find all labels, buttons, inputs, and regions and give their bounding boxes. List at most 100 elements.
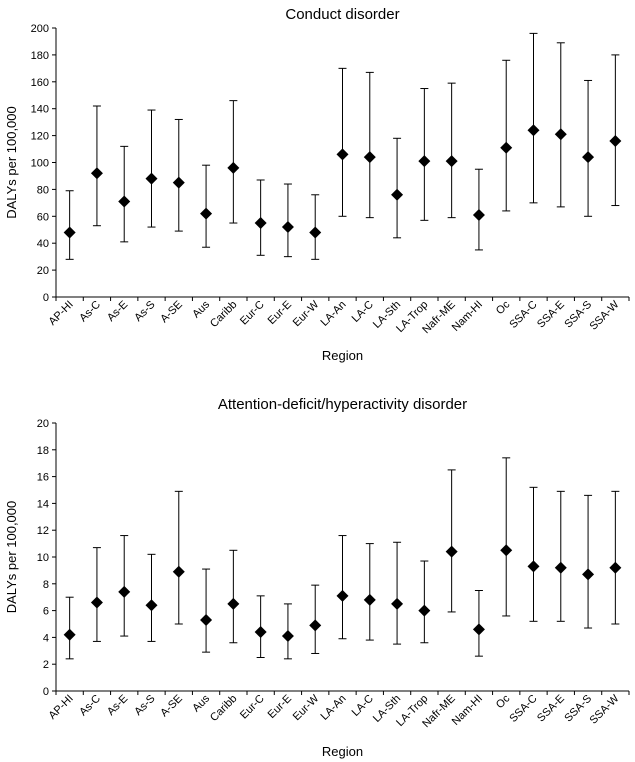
x-tick-label: Oc	[494, 298, 513, 317]
data-point	[472, 623, 485, 636]
chart-title: Attention-deficit/hyperactivity disorder	[218, 396, 467, 413]
x-tick-label: SSA-C	[507, 693, 539, 725]
data-point	[63, 628, 76, 641]
y-tick-label: 6	[43, 606, 49, 618]
data-point	[445, 545, 458, 558]
x-tick-label: As-S	[132, 299, 157, 324]
y-tick-label: 200	[31, 23, 49, 35]
x-tick-label: LA-An	[319, 693, 349, 723]
data-point	[418, 604, 431, 617]
data-point	[309, 619, 322, 632]
x-tick-label: Oc	[494, 692, 513, 711]
x-tick-label: As-C	[77, 693, 103, 719]
y-tick-label: 12	[37, 525, 49, 537]
data-point	[336, 589, 349, 602]
data-point	[200, 613, 213, 626]
data-point	[90, 596, 103, 609]
x-tick-label: As-S	[132, 693, 157, 718]
y-tick-label: 2	[43, 659, 49, 671]
data-point	[391, 188, 404, 201]
x-tick-label: SSA-W	[587, 692, 621, 726]
y-tick-label: 0	[43, 686, 49, 698]
y-tick-label: 4	[43, 632, 49, 644]
x-tick-label: As-E	[105, 299, 130, 324]
data-point	[609, 134, 622, 147]
y-tick-label: 100	[31, 158, 49, 170]
x-tick-label: LA-An	[319, 299, 349, 329]
x-axis-label: Region	[322, 744, 363, 759]
data-point	[527, 124, 540, 137]
x-tick-label: SSA-C	[507, 299, 539, 331]
y-tick-label: 16	[37, 472, 49, 484]
data-point	[609, 561, 622, 574]
data-point	[145, 599, 158, 612]
y-tick-label: 0	[43, 292, 49, 304]
x-tick-label: As-E	[105, 693, 130, 718]
chart-title: Conduct disorder	[285, 6, 399, 23]
data-point	[90, 167, 103, 180]
x-tick-label: Eur-E	[266, 693, 294, 721]
data-point	[582, 151, 595, 164]
data-point	[500, 544, 513, 557]
y-tick-label: 14	[37, 498, 49, 510]
y-tick-label: 20	[37, 265, 49, 277]
data-point	[172, 565, 185, 578]
data-point	[145, 172, 158, 185]
data-point	[281, 221, 294, 234]
data-point	[418, 155, 431, 168]
x-tick-label: Caribb	[208, 299, 239, 330]
x-tick-label: Eur-W	[291, 692, 322, 723]
y-tick-label: 20	[37, 418, 49, 430]
data-point	[391, 597, 404, 610]
data-point	[200, 207, 213, 220]
y-tick-label: 180	[31, 50, 49, 62]
chart-1: Conduct disorder 0 20 40 60 80 100 120 140 160 180…	[4, 6, 630, 363]
x-tick-label: Nam-HI	[450, 693, 485, 728]
x-tick-label: SSA-W	[587, 298, 621, 332]
x-axis-label: Region	[322, 348, 363, 363]
y-tick-label: 18	[37, 445, 49, 457]
data-point	[227, 597, 240, 610]
data-point	[118, 195, 131, 208]
data-point	[118, 585, 131, 598]
y-tick-label: 80	[37, 184, 49, 196]
x-tick-label: Eur-C	[238, 299, 267, 328]
data-point	[554, 561, 567, 574]
y-tick-label: 40	[37, 238, 49, 250]
y-tick-label: 60	[37, 211, 49, 223]
x-tick-label: Nam-HI	[450, 299, 485, 334]
data-point	[445, 155, 458, 168]
x-tick-label: Caribb	[208, 693, 239, 724]
x-tick-label: SSA-E	[535, 299, 567, 331]
x-tick-label: As-C	[77, 299, 103, 325]
data-point	[500, 141, 513, 154]
x-tick-label: Aus	[190, 692, 212, 714]
data-point	[527, 560, 540, 573]
y-tick-label: 160	[31, 77, 49, 89]
x-tick-label: Aus	[190, 298, 212, 320]
x-tick-label: Eur-W	[291, 298, 322, 329]
data-point	[309, 226, 322, 239]
x-tick-label: SSA-E	[535, 693, 567, 725]
x-tick-label: AP-HI	[47, 693, 76, 722]
y-tick-label: 8	[43, 579, 49, 591]
y-axis-label: DALYs per 100,000	[4, 501, 19, 614]
data-point	[554, 128, 567, 141]
data-point	[363, 593, 376, 606]
x-tick-label: Eur-C	[238, 693, 267, 722]
y-tick-label: 10	[37, 552, 49, 564]
data-point	[254, 626, 267, 639]
data-point	[472, 208, 485, 221]
x-tick-label: A-SE	[158, 299, 185, 326]
y-tick-label: 120	[31, 131, 49, 143]
data-point	[363, 151, 376, 164]
data-point	[254, 217, 267, 230]
x-tick-label: Eur-E	[266, 299, 294, 327]
data-point	[63, 226, 76, 239]
y-tick-label: 140	[31, 104, 49, 116]
x-tick-label: AP-HI	[47, 299, 76, 328]
data-point	[281, 630, 294, 643]
y-axis-label: DALYs per 100,000	[4, 106, 19, 219]
